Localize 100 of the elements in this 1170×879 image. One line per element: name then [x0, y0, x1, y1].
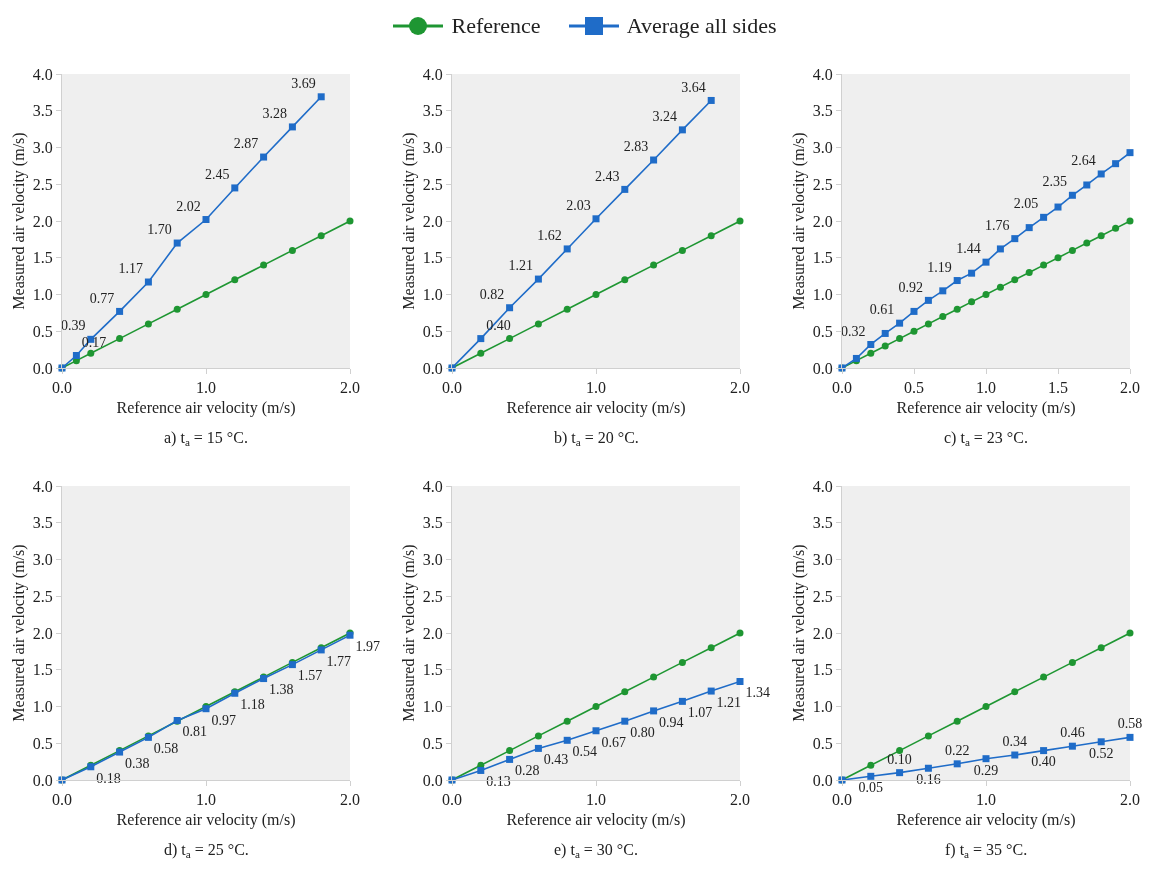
data-label: 1.57	[297, 668, 323, 684]
point	[534, 275, 542, 283]
data-label: 3.69	[291, 75, 316, 91]
y-tick-label: 0.5	[422, 734, 443, 752]
point	[939, 287, 947, 295]
point	[939, 313, 947, 321]
data-label: 2.35	[1042, 174, 1068, 190]
point	[650, 261, 658, 269]
text: a) t$_{a}$ = 15 °C.	[164, 429, 248, 449]
point	[1054, 254, 1062, 262]
y-tick-label: 3.5	[812, 102, 833, 120]
point	[1040, 673, 1048, 681]
point	[968, 298, 976, 306]
point	[953, 717, 961, 725]
y-tick-label: 2.0	[812, 212, 833, 230]
x-tick-label: 2.0	[1120, 791, 1140, 809]
y-tick-label: 0.0	[32, 771, 53, 789]
point	[1054, 203, 1062, 211]
x-tick-label: 2.0	[340, 791, 360, 809]
point	[881, 342, 889, 350]
point	[1068, 742, 1076, 750]
data-label: 0.10	[887, 751, 912, 767]
point	[621, 717, 629, 725]
point	[173, 239, 181, 247]
point	[534, 744, 542, 752]
point	[1068, 246, 1076, 254]
data-label: 0.40	[1031, 754, 1056, 770]
data-label: 0.54	[572, 744, 598, 760]
y-tick-label: 0.0	[812, 359, 833, 377]
y-tick-label: 2.5	[32, 587, 53, 605]
data-label: 3.24	[652, 108, 678, 124]
point	[534, 732, 542, 740]
x-tick-label: 0.0	[442, 379, 462, 397]
y-tick-label: 1.5	[812, 249, 833, 267]
point	[982, 703, 990, 710]
point	[953, 305, 961, 313]
point	[867, 349, 875, 357]
data-label: 3.28	[262, 106, 288, 122]
data-label: 0.82	[479, 286, 505, 302]
point	[116, 335, 124, 343]
y-tick-label: 0.5	[32, 734, 53, 752]
point	[678, 246, 686, 254]
point	[621, 185, 629, 193]
x-axis-title: Reference air velocity (m/s)	[896, 810, 1076, 829]
point	[1097, 170, 1105, 178]
point	[1011, 235, 1019, 243]
text: c) t$_{a}$ = 23 °C.	[944, 429, 1028, 449]
y-tick-label: 3.5	[812, 514, 833, 532]
y-tick-label: 1.5	[32, 249, 53, 267]
y-tick-label: 3.0	[812, 551, 833, 569]
point	[621, 688, 629, 696]
data-label: 2.83	[623, 139, 649, 155]
point	[896, 769, 904, 777]
y-tick-label: 2.5	[812, 175, 833, 193]
point	[592, 291, 600, 298]
point	[736, 217, 744, 225]
data-label: 0.67	[601, 734, 626, 750]
point	[996, 245, 1004, 253]
data-label: 0.38	[124, 755, 150, 771]
point	[924, 320, 932, 328]
data-label: 0.43	[543, 752, 569, 768]
point	[924, 764, 932, 772]
point	[1112, 160, 1120, 168]
point	[317, 93, 325, 101]
y-tick-label: 4.0	[812, 477, 833, 495]
point	[1025, 224, 1033, 232]
point	[563, 305, 571, 313]
data-label: 1.44	[956, 241, 981, 257]
data-label: 1.38	[268, 682, 294, 698]
point	[260, 261, 268, 269]
text: b) t$_{a}$ = 20 °C.	[554, 429, 639, 449]
data-label: 2.02	[176, 198, 201, 214]
point	[1068, 658, 1076, 666]
y-tick-label: 0.5	[422, 322, 443, 340]
point	[1040, 747, 1048, 755]
x-tick-label: 1.0	[976, 791, 996, 809]
data-label: 0.39	[60, 318, 86, 334]
point	[910, 307, 918, 315]
y-tick-label: 1.0	[812, 286, 833, 304]
x-tick-label: 2.0	[1120, 379, 1140, 397]
point	[144, 278, 152, 286]
legend-label: Reference	[451, 13, 541, 39]
data-label: 0.92	[898, 279, 924, 295]
x-axis-title: Reference air velocity (m/s)	[506, 398, 686, 417]
y-tick-label: 2.0	[812, 624, 833, 642]
data-label: 1.70	[147, 222, 172, 238]
y-tick-label: 3.0	[812, 139, 833, 157]
point	[621, 276, 629, 284]
point	[1011, 276, 1019, 284]
data-label: 0.97	[211, 712, 236, 728]
data-label: 0.58	[1117, 716, 1143, 732]
y-tick-label: 3.5	[32, 514, 53, 532]
data-label: 0.05	[858, 780, 884, 796]
point	[1112, 224, 1120, 232]
y-tick-label: 4.0	[812, 65, 833, 83]
point	[968, 269, 976, 277]
data-label: 1.62	[537, 228, 562, 244]
data-label: 1.19	[927, 259, 952, 275]
data-label: 0.52	[1088, 745, 1114, 761]
y-tick-label: 1.0	[422, 698, 443, 716]
